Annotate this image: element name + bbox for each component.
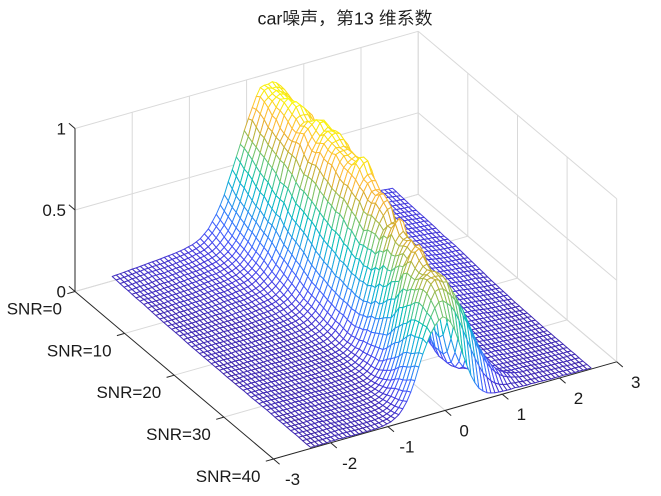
svg-text:car: car — [258, 8, 283, 28]
svg-text:1: 1 — [517, 405, 526, 424]
svg-text:3: 3 — [631, 373, 640, 392]
svg-text:SNR=30: SNR=30 — [146, 425, 211, 444]
svg-text:-2: -2 — [342, 454, 357, 473]
svg-text:0: 0 — [459, 421, 468, 440]
svg-text:SNR=40: SNR=40 — [196, 467, 261, 486]
svg-text:0: 0 — [57, 283, 66, 302]
svg-text:SNR=20: SNR=20 — [96, 383, 161, 402]
svg-text:-1: -1 — [399, 438, 414, 457]
svg-text:0.5: 0.5 — [42, 201, 66, 220]
svg-text:SNR=0: SNR=0 — [7, 300, 62, 319]
svg-text:1: 1 — [57, 120, 66, 139]
svg-text:2: 2 — [574, 389, 583, 408]
svg-text:-3: -3 — [285, 470, 300, 489]
svg-text:13: 13 — [354, 8, 374, 28]
svg-text:SNR=10: SNR=10 — [47, 341, 112, 360]
